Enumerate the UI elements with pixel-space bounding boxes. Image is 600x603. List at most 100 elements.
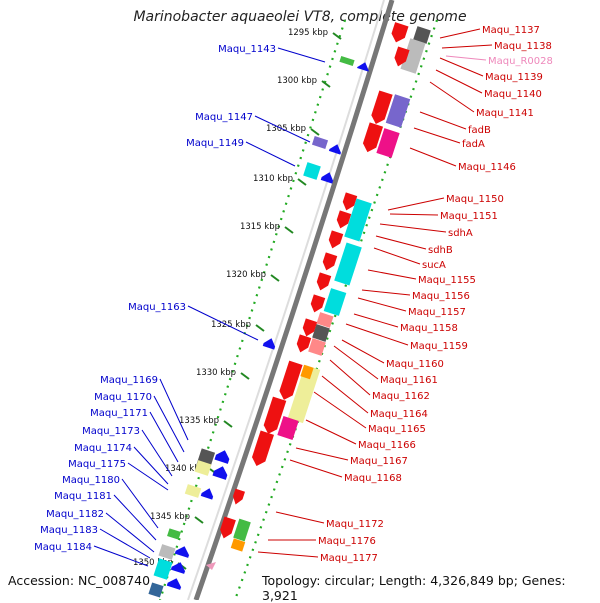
right-gene-label: Maqu_1140 <box>484 89 542 100</box>
label-connector <box>277 47 326 63</box>
right-gene-label: Maqu_1161 <box>380 375 438 386</box>
kbp-tick-mark <box>240 372 250 380</box>
gene-reverse-arrow <box>357 62 369 72</box>
gene-forward-arrow <box>322 252 338 271</box>
label-connector <box>113 494 157 541</box>
gene-feature <box>308 338 326 356</box>
label-connector <box>409 147 457 167</box>
gene-reverse-arrow <box>174 546 190 558</box>
left-gene-label: Maqu_1147 <box>195 112 253 123</box>
left-gene-label: Maqu_1175 <box>68 459 126 470</box>
left-gene-label: Maqu_1163 <box>128 302 186 313</box>
kbp-tick-mark <box>270 274 280 282</box>
label-connector <box>257 551 319 558</box>
gene-forward-arrow <box>342 192 358 211</box>
gene-forward-arrow <box>279 360 303 400</box>
left-gene-label: Maqu_1181 <box>54 491 112 502</box>
right-gene-label: Maqu_1141 <box>476 108 534 119</box>
label-connector <box>439 57 484 77</box>
gene-feature <box>233 518 251 542</box>
label-connector <box>429 81 475 113</box>
kbp-tick-mark <box>297 178 307 186</box>
right-gene-label: sdhA <box>448 228 473 239</box>
gene-feature <box>385 94 411 128</box>
left-gene-label: Maqu_1182 <box>46 509 104 520</box>
gene-reverse-arrow <box>320 172 334 184</box>
rna-feature <box>206 562 216 570</box>
gene-forward-arrow <box>220 516 236 539</box>
gene-feature <box>311 136 329 149</box>
gene-forward-arrow <box>336 210 352 229</box>
right-gene-label: Maqu_1160 <box>386 359 444 370</box>
label-connector <box>105 512 155 553</box>
right-gene-label: Maqu_1176 <box>318 536 376 547</box>
label-connector <box>121 478 159 529</box>
label-connector <box>387 197 445 211</box>
left-gene-label: Maqu_1169 <box>100 375 158 386</box>
right-gene-label: Maqu_1166 <box>358 440 416 451</box>
kbp-tick-mark <box>321 80 331 88</box>
gene-feature <box>323 288 347 316</box>
label-connector <box>353 313 399 328</box>
label-connector <box>367 269 417 280</box>
gene-forward-arrow <box>362 122 384 153</box>
kbp-tick-label: 1315 kbp <box>240 222 280 232</box>
left-gene-label: Maqu_1183 <box>40 525 98 536</box>
label-connector <box>435 69 483 94</box>
label-connector <box>321 375 369 414</box>
gene-feature <box>400 38 426 74</box>
right-gene-label: Maqu_1150 <box>446 194 504 205</box>
gene-reverse-arrow <box>328 144 341 155</box>
position-track-left <box>158 19 347 600</box>
gene-feature <box>344 198 372 242</box>
left-gene-label: Maqu_1143 <box>218 44 276 55</box>
label-connector <box>127 462 169 491</box>
right-gene-label: sucA <box>422 260 446 271</box>
label-connector <box>341 339 385 364</box>
kbp-tick-label: 1335 kbp <box>179 416 219 426</box>
genome-summary-text: Topology: circular; Length: 4,326,849 bp… <box>262 573 566 603</box>
right-gene-label: Maqu_1157 <box>408 307 466 318</box>
label-connector <box>389 213 439 216</box>
label-connector <box>419 111 467 130</box>
kbp-tick-label: 1305 kbp <box>266 124 306 134</box>
gene-feature <box>413 26 431 44</box>
kbp-tick-label: 1330 kbp <box>196 368 236 378</box>
gene-feature <box>312 324 330 342</box>
kbp-tick-label: 1340 kbp <box>165 464 205 474</box>
right-gene-label: Maqu_1146 <box>458 162 516 173</box>
label-connector <box>333 345 379 380</box>
left-gene-label: Maqu_1171 <box>90 408 148 419</box>
gene-feature <box>230 538 246 552</box>
left-gene-label: Maqu_1173 <box>82 426 140 437</box>
kbp-tick-label: 1325 kbp <box>211 320 251 330</box>
gene-feature <box>148 582 164 598</box>
right-gene-label: Maqu_1156 <box>412 291 470 302</box>
gene-feature <box>184 484 202 498</box>
gene-forward-arrow <box>263 396 287 434</box>
label-connector <box>275 511 325 524</box>
kbp-tick-label: 1320 kbp <box>226 270 266 280</box>
gene-feature <box>158 544 176 560</box>
gene-reverse-arrow <box>166 578 182 590</box>
label-connector <box>305 419 357 445</box>
gene-forward-arrow <box>394 46 410 67</box>
kbp-tick-mark <box>255 324 265 332</box>
label-connector <box>379 223 447 233</box>
right-gene-label: Maqu_1172 <box>326 519 384 530</box>
kbp-tick-mark <box>284 226 294 234</box>
left-gene-label: Maqu_1149 <box>186 138 244 149</box>
label-connector <box>439 28 481 39</box>
kbp-tick-mark <box>223 420 233 428</box>
label-connector <box>133 446 169 485</box>
left-gene-label: Maqu_1180 <box>62 475 120 486</box>
label-connector <box>149 411 179 463</box>
gene-forward-arrow <box>371 90 393 125</box>
gene-feature <box>287 364 321 424</box>
left-gene-label: Maqu_1184 <box>34 542 92 553</box>
right-gene-label: Maqu_1151 <box>440 211 498 222</box>
right-gene-label: Maqu_1138 <box>494 41 552 52</box>
label-connector <box>313 391 367 429</box>
gene-forward-arrow <box>310 294 326 313</box>
kbp-tick-mark <box>332 32 342 40</box>
